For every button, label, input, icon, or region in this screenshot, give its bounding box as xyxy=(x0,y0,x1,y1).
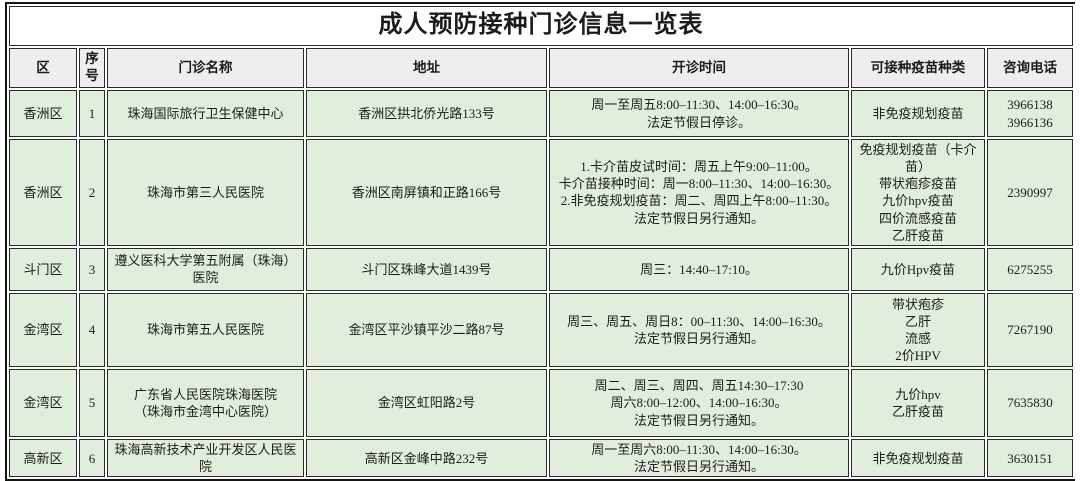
cell-clinic-name: 珠海市第三人民医院 xyxy=(107,139,304,246)
cell-hours: 周一至周五8:00–11:30、14:00–16:30。 法定节假日停诊。 xyxy=(549,90,849,137)
cell-vaccines: 非免疫规划疫苗 xyxy=(851,90,985,137)
vaccination-clinic-table-sheet: 成人预防接种门诊信息一览表 区 序号 门诊名称 地址 开诊时间 可接种疫苗种类 … xyxy=(5,2,1076,481)
cell-clinic-name: 遵义医科大学第五附属（珠海）医院 xyxy=(107,247,304,291)
cell-district: 香洲区 xyxy=(9,139,77,246)
cell-hours: 周三：14:40–17:10。 xyxy=(549,247,849,291)
col-header-phone: 咨询电话 xyxy=(987,48,1074,88)
cell-hours: 周二、周三、周四、周五14:30–17:30 周六8:00–12:00、14:0… xyxy=(549,368,849,437)
cell-no: 4 xyxy=(79,292,105,367)
cell-address: 香洲区拱北侨光路133号 xyxy=(306,90,547,137)
page-title: 成人预防接种门诊信息一览表 xyxy=(9,6,1074,46)
cell-hours: 周一至周六8:00–11:30、14:00–16:30。 法定节假日另行通知。 xyxy=(549,438,849,478)
cell-no: 1 xyxy=(79,90,105,137)
cell-phone: 3966138 3966136 xyxy=(987,90,1074,137)
cell-district: 斗门区 xyxy=(9,247,77,291)
cell-vaccines: 九价Hpv疫苗 xyxy=(851,247,985,291)
vaccination-clinic-table: 成人预防接种门诊信息一览表 区 序号 门诊名称 地址 开诊时间 可接种疫苗种类 … xyxy=(7,4,1076,480)
cell-phone: 7267190 xyxy=(987,292,1074,367)
col-header-address: 地址 xyxy=(306,48,547,88)
cell-no: 3 xyxy=(79,247,105,291)
table-header-row: 区 序号 门诊名称 地址 开诊时间 可接种疫苗种类 咨询电话 xyxy=(9,48,1074,88)
table-row: 斗门区 3 遵义医科大学第五附属（珠海）医院 斗门区珠峰大道1439号 周三：1… xyxy=(9,247,1074,291)
cell-phone: 7635830 xyxy=(987,368,1074,437)
table-row: 香洲区 2 珠海市第三人民医院 香洲区南屏镇和正路166号 1.卡介苗皮试时间：… xyxy=(9,139,1074,246)
cell-vaccines: 九价hpv 乙肝疫苗 xyxy=(851,368,985,437)
cell-no: 2 xyxy=(79,139,105,246)
cell-no: 5 xyxy=(79,368,105,437)
cell-vaccines: 非免疫规划疫苗 xyxy=(851,438,985,478)
table-title-row: 成人预防接种门诊信息一览表 xyxy=(9,6,1074,46)
cell-clinic-name: 珠海国际旅行卫生保健中心 xyxy=(107,90,304,137)
col-header-clinic-name: 门诊名称 xyxy=(107,48,304,88)
table-row: 金湾区 5 广东省人民医院珠海医院 （珠海市金湾中心医院） 金湾区虹阳路2号 周… xyxy=(9,368,1074,437)
table-row: 金湾区 4 珠海市第五人民医院 金湾区平沙镇平沙二路87号 周三、周五、周日8：… xyxy=(9,292,1074,367)
table-row: 香洲区 1 珠海国际旅行卫生保健中心 香洲区拱北侨光路133号 周一至周五8:0… xyxy=(9,90,1074,137)
cell-phone: 3630151 xyxy=(987,438,1074,478)
cell-vaccines: 免疫规划疫苗（卡介苗） 带状疱疹疫苗 九价hpv疫苗 四价流感疫苗 乙肝疫苗 xyxy=(851,139,985,246)
table-row: 高新区 6 珠海高新技术产业开发区人民医院 高新区金峰中路232号 周一至周六8… xyxy=(9,438,1074,478)
cell-district: 金湾区 xyxy=(9,368,77,437)
cell-phone: 2390997 xyxy=(987,139,1074,246)
col-header-hours: 开诊时间 xyxy=(549,48,849,88)
cell-clinic-name: 珠海市第五人民医院 xyxy=(107,292,304,367)
cell-clinic-name: 珠海高新技术产业开发区人民医院 xyxy=(107,438,304,478)
cell-hours: 周三、周五、周日8：00–11:30、14:00–16:30。 法定节假日另行通… xyxy=(549,292,849,367)
cell-address: 高新区金峰中路232号 xyxy=(306,438,547,478)
cell-clinic-name: 广东省人民医院珠海医院 （珠海市金湾中心医院） xyxy=(107,368,304,437)
cell-district: 金湾区 xyxy=(9,292,77,367)
cell-address: 金湾区平沙镇平沙二路87号 xyxy=(306,292,547,367)
cell-address: 金湾区虹阳路2号 xyxy=(306,368,547,437)
cell-district: 高新区 xyxy=(9,438,77,478)
cell-vaccines: 带状疱疹 乙肝 流感 2价HPV xyxy=(851,292,985,367)
cell-no: 6 xyxy=(79,438,105,478)
cell-district: 香洲区 xyxy=(9,90,77,137)
cell-hours: 1.卡介苗皮试时间：周五上午9:00–11:00。 卡介苗接种时间：周一8:00… xyxy=(549,139,849,246)
cell-phone: 6275255 xyxy=(987,247,1074,291)
cell-address: 斗门区珠峰大道1439号 xyxy=(306,247,547,291)
col-header-no: 序号 xyxy=(79,48,105,88)
cell-address: 香洲区南屏镇和正路166号 xyxy=(306,139,547,246)
col-header-district: 区 xyxy=(9,48,77,88)
col-header-vaccines: 可接种疫苗种类 xyxy=(851,48,985,88)
